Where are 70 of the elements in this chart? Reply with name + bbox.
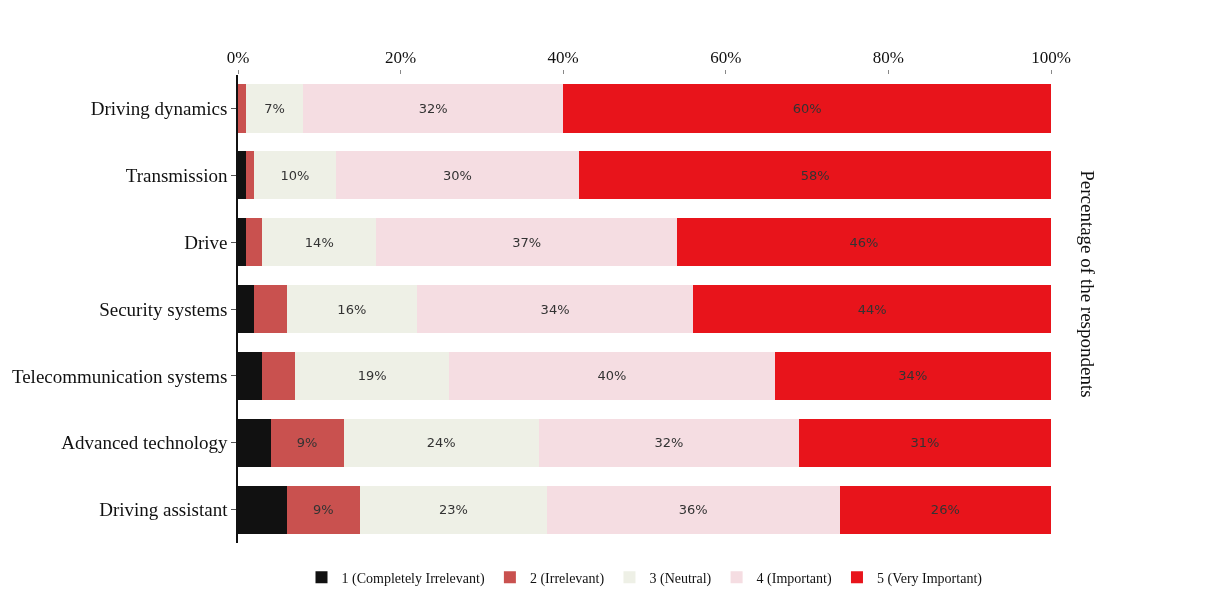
- data-label: 44%: [857, 301, 887, 317]
- bar: [563, 84, 1051, 133]
- data-label: 30%: [443, 167, 472, 183]
- bar: [286, 284, 417, 334]
- y-axis-title: Percentage of the respondents: [1076, 170, 1098, 398]
- data-label: 9%: [296, 435, 318, 451]
- y-tick-label: Drive: [184, 231, 228, 253]
- data-label: 9%: [313, 502, 334, 518]
- data-label: 7%: [264, 100, 285, 116]
- data-label: 40%: [597, 368, 627, 384]
- legend-label: 4 (Important): [756, 570, 832, 587]
- bar: [538, 418, 799, 467]
- bar: [286, 485, 360, 534]
- data-label: 36%: [678, 502, 708, 518]
- data-label: 14%: [304, 234, 334, 250]
- x-tick-label: 100%: [1031, 48, 1071, 68]
- data-label: 37%: [512, 234, 542, 250]
- data-label: 23%: [438, 502, 468, 518]
- bar: [774, 351, 1051, 400]
- y-tick-label: Driving assistant: [99, 499, 229, 521]
- x-tick-label: 60%: [710, 48, 742, 68]
- data-label: 32%: [418, 100, 448, 116]
- x-tick-label: 0%: [226, 48, 250, 68]
- bar: [262, 351, 295, 400]
- data-label: 31%: [910, 435, 940, 451]
- legend-label: 3 (Neutral): [649, 570, 712, 587]
- bar: [449, 351, 775, 400]
- x-tick-label: 20%: [385, 48, 417, 68]
- data-label: 34%: [898, 368, 928, 384]
- data-label: 16%: [337, 301, 367, 317]
- data-label: 19%: [357, 368, 387, 384]
- y-tick-label: Telecommunication systems: [11, 365, 228, 387]
- data-label: 46%: [849, 234, 879, 250]
- bar: [294, 351, 450, 400]
- data-label: 26%: [930, 502, 960, 518]
- data-label: 58%: [800, 167, 830, 183]
- bar: [270, 418, 344, 467]
- bar: [238, 84, 247, 133]
- bar: [246, 218, 263, 267]
- bar: [376, 218, 678, 267]
- bar: [798, 418, 1051, 467]
- y-tick-label: Transmission: [125, 164, 228, 186]
- bar: [335, 151, 580, 200]
- data-label: 34%: [540, 301, 570, 317]
- y-tick-label: Driving dynamics: [90, 98, 228, 120]
- bar: [693, 284, 1051, 334]
- bar: [254, 284, 287, 334]
- bar: [303, 84, 564, 133]
- data-label: 60%: [792, 100, 822, 116]
- bar: [262, 218, 377, 267]
- x-tick-label: 80%: [872, 48, 904, 68]
- bar: [359, 485, 547, 534]
- bar: [254, 151, 336, 200]
- bar: [579, 151, 1051, 200]
- data-label: 24%: [426, 435, 456, 451]
- bar: [546, 485, 840, 534]
- bar: [246, 151, 255, 200]
- x-tick-label: 40%: [547, 48, 579, 68]
- bar: [246, 84, 304, 133]
- y-tick-label: Advanced technology: [61, 432, 228, 454]
- data-label: 32%: [654, 435, 684, 451]
- bar: [839, 485, 1051, 534]
- legend-label: 2 (Irrelevant): [529, 570, 605, 587]
- bar: [343, 418, 539, 467]
- bar: [677, 218, 1051, 267]
- legend-label: 5 (Very Important): [876, 570, 983, 587]
- data-label: 10%: [280, 167, 310, 183]
- legend-label: 1 (Completely Irrelevant): [341, 570, 485, 587]
- y-tick-label: Security systems: [99, 298, 228, 320]
- bar: [416, 284, 694, 334]
